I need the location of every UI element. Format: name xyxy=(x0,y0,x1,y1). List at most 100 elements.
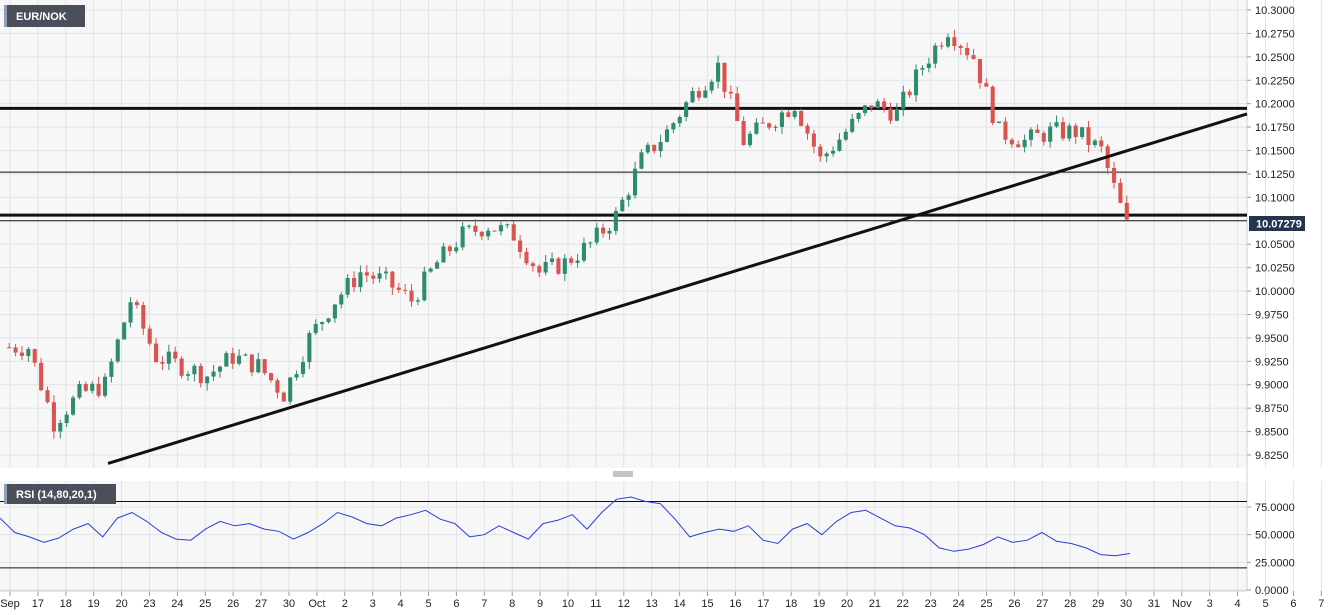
price-tick-label: 10.1000 xyxy=(1255,192,1295,204)
candle-body xyxy=(32,349,37,363)
candle-body xyxy=(211,371,216,377)
time-tick-label: 16 xyxy=(729,598,741,610)
candle-body xyxy=(96,383,101,396)
candle-body xyxy=(90,383,95,391)
candle-body xyxy=(907,91,912,96)
time-tick-label: 17 xyxy=(757,598,769,610)
candle-body xyxy=(377,273,382,279)
rsi-tick-label: 50.0000 xyxy=(1255,530,1295,542)
candle-body xyxy=(620,199,625,212)
candle-body xyxy=(102,376,108,396)
candle-body xyxy=(109,361,114,377)
candle-body xyxy=(173,351,178,359)
candle-body xyxy=(185,374,191,376)
candle-body xyxy=(773,126,778,128)
candle-body xyxy=(575,260,580,263)
candle-body xyxy=(1073,125,1078,137)
candle-body xyxy=(77,384,82,398)
rsi-tick-label: 0.0000 xyxy=(1255,585,1289,597)
candle-body xyxy=(141,305,146,329)
candle-body xyxy=(441,246,446,263)
candle-body xyxy=(882,101,887,109)
candle-body xyxy=(1022,139,1027,148)
candle-body xyxy=(332,304,337,319)
time-tick-label: 7 xyxy=(481,598,487,610)
candle-body xyxy=(799,111,804,126)
candle-body xyxy=(460,226,465,248)
candle-body xyxy=(984,83,989,87)
candle-body xyxy=(850,118,855,132)
candle-body xyxy=(7,347,12,349)
candle-body xyxy=(633,168,638,196)
candle-body xyxy=(275,380,280,393)
candle-body xyxy=(741,120,746,146)
candle-body xyxy=(243,354,248,356)
price-tick-label: 10.3000 xyxy=(1255,5,1295,17)
candle-body xyxy=(473,225,478,232)
rsi-tick-label: 25.0000 xyxy=(1255,557,1295,569)
candle-body xyxy=(1111,167,1117,183)
rsi-line xyxy=(0,496,1131,557)
candle-body xyxy=(1060,122,1065,139)
candle-body xyxy=(1016,144,1021,148)
time-tick-label: 23 xyxy=(925,598,937,610)
candle-body xyxy=(601,227,606,234)
candle-body xyxy=(971,55,976,59)
candle-body xyxy=(754,122,759,134)
rsi-tick-label: 75.0000 xyxy=(1255,502,1295,514)
instrument-label[interactable]: EUR/NOK xyxy=(4,5,85,27)
current-price-value: 10.07279 xyxy=(1256,219,1302,231)
candle-body xyxy=(920,67,925,70)
candle-body xyxy=(894,108,899,121)
time-tick-label: 17 xyxy=(32,598,44,610)
time-tick-label: Sep xyxy=(0,598,20,610)
candle-body xyxy=(990,86,995,123)
time-tick-label: 19 xyxy=(88,598,100,610)
candle-body xyxy=(498,225,503,232)
candle-body xyxy=(588,242,593,244)
candle-body xyxy=(524,251,529,264)
candle-body xyxy=(237,355,242,364)
time-tick-label: Nov xyxy=(1172,598,1192,610)
candle-body xyxy=(811,133,816,147)
time-tick-label: 24 xyxy=(171,598,183,610)
candle-body xyxy=(300,362,306,375)
candle-body xyxy=(965,47,970,56)
candle-body xyxy=(345,277,350,295)
candle-body xyxy=(626,195,631,200)
candle-body xyxy=(690,90,695,103)
candle-body xyxy=(792,111,797,117)
pane-resize-handle[interactable] xyxy=(613,471,633,477)
price-tick-label: 9.8500 xyxy=(1255,427,1289,439)
candle-body xyxy=(926,63,931,68)
candle-body xyxy=(696,90,701,98)
indicator-label[interactable]: RSI (14,80,20,1) xyxy=(4,484,116,504)
time-tick-label: 20 xyxy=(115,598,127,610)
candle-body xyxy=(217,366,222,372)
candle-body xyxy=(147,328,152,344)
candle-body xyxy=(26,349,31,356)
rsi-axis: 75.0000 50.0000 25.0000 0.0000 xyxy=(1247,502,1295,597)
candle-body xyxy=(422,271,427,301)
candle-body xyxy=(371,275,376,279)
candle-body xyxy=(1118,182,1123,203)
time-tick-label: 30 xyxy=(283,598,295,610)
candle-body xyxy=(352,277,357,288)
candle-body xyxy=(671,123,676,130)
time-tick-label: 29 xyxy=(1092,598,1104,610)
price-tick-label: 10.1750 xyxy=(1255,122,1295,134)
price-tick-label: 10.2000 xyxy=(1255,99,1295,111)
candle-body xyxy=(722,62,727,92)
candle-body xyxy=(518,240,523,252)
candle-body xyxy=(179,358,184,376)
candle-body xyxy=(556,258,561,274)
candle-body xyxy=(735,93,740,121)
candle-body xyxy=(320,322,325,325)
candle-body xyxy=(1003,121,1008,140)
time-tick-label: 25 xyxy=(199,598,211,610)
candle-body xyxy=(530,263,535,267)
candle-body xyxy=(1041,133,1046,142)
price-tick-label: 9.9250 xyxy=(1255,356,1289,368)
time-tick-label: 26 xyxy=(227,598,239,610)
